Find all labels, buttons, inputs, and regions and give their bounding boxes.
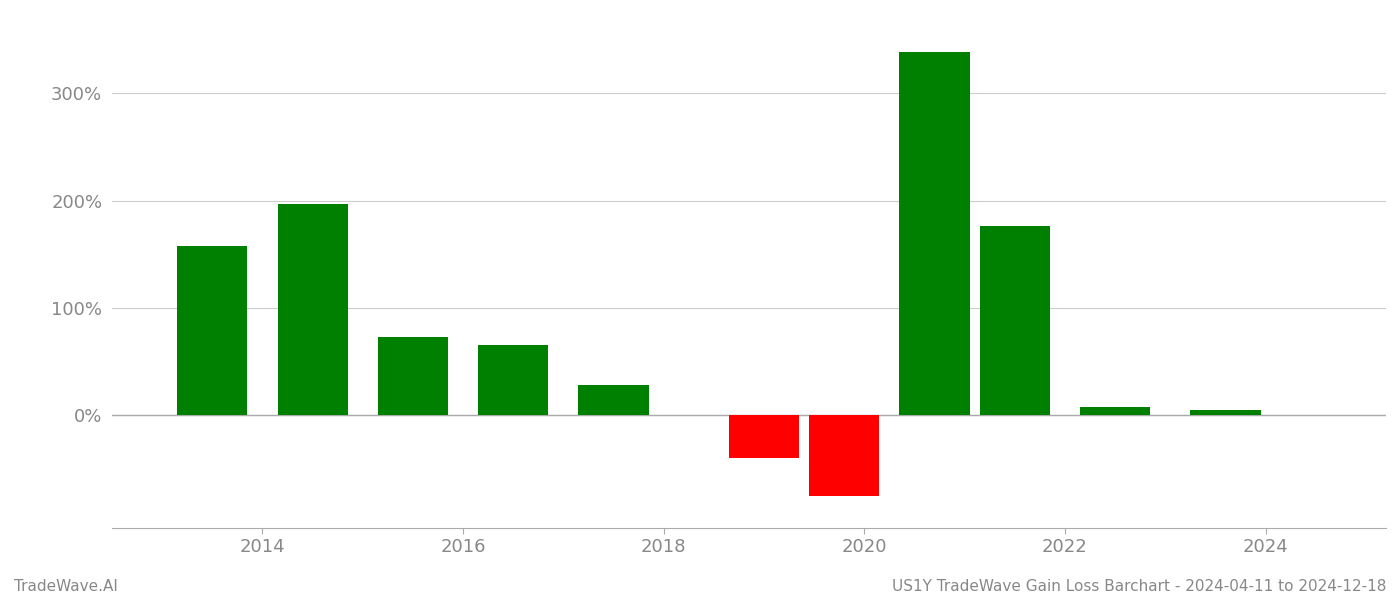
- Bar: [1079, 407, 1151, 415]
- Text: TradeWave.AI: TradeWave.AI: [14, 579, 118, 594]
- Bar: [578, 385, 648, 415]
- Bar: [1190, 410, 1260, 415]
- Bar: [899, 52, 970, 415]
- Bar: [378, 337, 448, 415]
- Bar: [178, 245, 248, 415]
- Bar: [729, 415, 799, 458]
- Bar: [479, 346, 549, 415]
- Bar: [980, 226, 1050, 415]
- Bar: [809, 415, 879, 496]
- Bar: [277, 204, 347, 415]
- Text: US1Y TradeWave Gain Loss Barchart - 2024-04-11 to 2024-12-18: US1Y TradeWave Gain Loss Barchart - 2024…: [892, 579, 1386, 594]
